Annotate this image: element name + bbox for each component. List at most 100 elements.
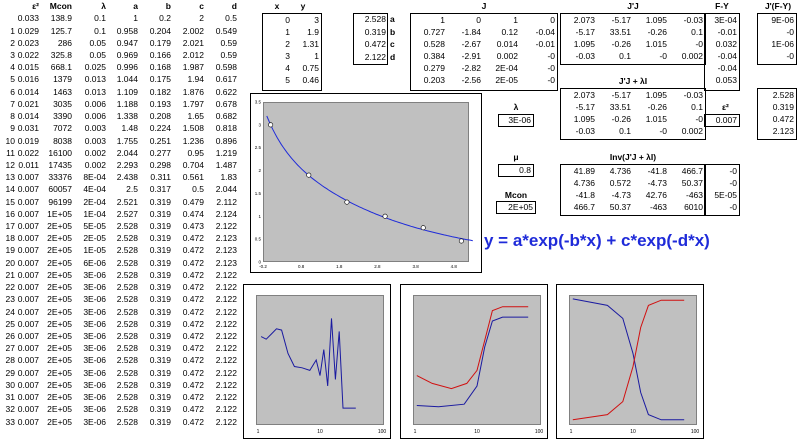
fy-title: F-Y [715, 1, 729, 11]
iteration-cell: 0.007 [17, 245, 39, 256]
iteration-cell: 3E-06 [83, 318, 106, 329]
param-value[interactable]: 0.319 [364, 26, 386, 37]
iteration-cell: 0.598 [215, 62, 237, 73]
iteration-cell: 0.277 [149, 147, 171, 158]
lambda-value[interactable]: 3E-06 [498, 114, 534, 127]
jtjlam-cell: -0 [659, 126, 667, 136]
iteration-row: 11 0.022 16100 0.002 2.044 0.277 0.95 1.219 [0, 147, 238, 159]
iteration-row: 0.033 138.9 0.1 1 0.2 2 0.5 [0, 12, 238, 24]
jtjlam-cell: 1.015 [645, 114, 667, 124]
iteration-cell: 0.175 [149, 74, 171, 85]
iteration-cell: 2.122 [215, 355, 237, 366]
jtfy-row: -0 [758, 50, 796, 62]
j-cell: 0 [550, 15, 555, 25]
param-value[interactable]: 2.528 [364, 14, 386, 24]
jtj-cell: 1.095 [573, 39, 595, 49]
iteration-cell: 2.528 [116, 221, 138, 232]
j-row: 0.279 -2.82 2E-04 -0 [411, 62, 557, 74]
iteration-cell: 0.003 [84, 135, 106, 146]
iteration-row: 6 0.014 1463 0.013 1.109 0.182 1.876 0.622 [0, 86, 238, 98]
iteration-cell: 2E+05 [47, 379, 72, 390]
iteration-cell: 2E+05 [47, 257, 72, 268]
y-tick-label: 2 [258, 168, 261, 173]
iteration-cell: 0.622 [215, 86, 237, 97]
iteration-cell: 0.014 [17, 111, 39, 122]
iteration-row: 27 0.007 2E+05 3E-06 2.528 0.319 0.472 2.122 [0, 342, 238, 354]
new-param-row: 0.319 [758, 101, 796, 113]
fit-chart-panel[interactable]: 3.5 3 2.5 2 1.5 1 0.5 0 -0.2 0.8 1.8 2.8 3.8 4.8 [250, 93, 482, 273]
iteration-cell: 2E+05 [47, 233, 72, 244]
j-cell: 0.279 [423, 63, 445, 73]
jtjlam-cell: -0.03 [683, 90, 703, 100]
jtjlam-cell: 33.51 [609, 102, 631, 112]
inv-row: 466.7 50.37 -463 6010 [561, 201, 705, 213]
iteration-cell: 0.319 [149, 282, 171, 293]
xy-cell: 0 [285, 15, 290, 25]
iteration-cell: 1E-05 [83, 245, 106, 256]
iteration-cell: 14 [5, 184, 15, 195]
iteration-cell: 0.016 [17, 74, 39, 85]
inv-cell: 466.7 [681, 166, 703, 176]
iteration-header-cell: λ [101, 1, 106, 12]
inv-cell: 4.736 [609, 166, 631, 176]
data-point [382, 213, 388, 219]
iteration-cell: 0.472 [182, 306, 204, 317]
iteration-cell: 0.013 [84, 74, 106, 85]
fy-cell: -0.04 [717, 63, 737, 73]
iteration-header-cell: ε² [32, 1, 39, 12]
mu-value[interactable]: 0.8 [498, 164, 534, 177]
iteration-cell: 0.472 [182, 245, 204, 256]
x-tick-label: 4.8 [451, 264, 458, 269]
chart-2: 1 10 100 [414, 306, 543, 435]
iteration-cell: 0.007 [17, 404, 39, 415]
fy-cell: 3E-04 [714, 15, 737, 25]
delta-row: -0 [705, 201, 739, 213]
iteration-cell: 2.5 [126, 184, 138, 195]
iteration-cell: 0.472 [182, 367, 204, 378]
chart-panel-2[interactable]: 1 10 100 [400, 284, 548, 439]
iteration-row: 15 0.007 96199 2E-04 2.521 0.319 0.479 2.112 [0, 196, 238, 208]
iteration-cell: 0.319 [149, 318, 171, 329]
delta-cell: -0 [729, 202, 737, 212]
chart-panel-1[interactable]: 1 10 100 [243, 284, 391, 439]
iteration-cell: 2.122 [215, 282, 237, 293]
iteration-cell [0, 12, 16, 24]
iteration-cell: 2.122 [215, 318, 237, 329]
iteration-cell: 2.438 [116, 172, 138, 183]
iteration-cell: 31 [5, 392, 15, 403]
iteration-cell: 2E+05 [47, 269, 72, 280]
param-name: b [390, 26, 396, 37]
iteration-cell: 2.528 [116, 343, 138, 354]
jtjlam-cell: 0.1 [691, 102, 703, 112]
epsilon-label: ε² [722, 102, 729, 112]
iteration-cell: 1.508 [182, 123, 204, 134]
param-value[interactable]: 0.472 [364, 39, 386, 49]
param-value[interactable]: 2.122 [364, 51, 386, 62]
inv-row: 4.736 0.572 -4.73 50.37 [561, 177, 705, 189]
chart-panel-3[interactable]: 1 10 100 [556, 284, 704, 439]
iteration-cell: 8E-04 [83, 172, 106, 183]
iteration-row: 18 0.007 2E+05 2E-05 2.528 0.319 0.472 2.123 [0, 232, 238, 244]
x-tick-label: 0.8 [298, 264, 305, 269]
iteration-cell: 0.319 [149, 306, 171, 317]
iteration-cell: 2.528 [116, 379, 138, 390]
jtj-row: -0.03 0.1 -0 0.002 [561, 50, 705, 62]
fit-curve [266, 115, 473, 242]
iteration-cell: 0.678 [215, 98, 237, 109]
x-tick-label: -0.2 [259, 264, 267, 269]
y-tick-label: 3 [258, 122, 261, 127]
iteration-cell: 2E+05 [47, 392, 72, 403]
jtjlam-cell: 0.002 [681, 126, 703, 136]
iteration-cell: 0.319 [149, 392, 171, 403]
jtj-cell: -0.26 [611, 39, 631, 49]
data-point [306, 172, 312, 178]
fy-cell: 0.053 [715, 75, 737, 85]
series-line [416, 316, 529, 408]
new-param-cell: 0.319 [772, 102, 794, 112]
iteration-cell: 2E-04 [83, 196, 106, 207]
model-equation: y = a*exp(-b*x) + c*exp(-d*x) [484, 231, 710, 250]
inv-cell: -4.73 [647, 178, 667, 188]
iteration-cell: 28 [5, 355, 15, 366]
iteration-cell: 26 [5, 331, 15, 342]
iteration-row: 2 0.023 286 0.05 0.947 0.179 2.021 0.59 [0, 37, 238, 49]
